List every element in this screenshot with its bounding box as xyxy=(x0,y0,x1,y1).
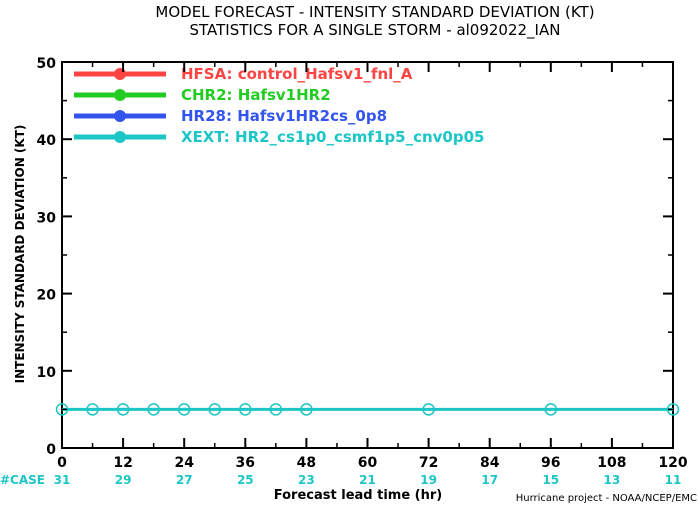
x-tick-label: 0 xyxy=(57,455,67,471)
y-tick-label: 40 xyxy=(37,133,57,149)
y-axis-label: INTENSITY STANDARD DEVIATION (KT) xyxy=(13,125,27,384)
series-point xyxy=(239,403,252,416)
series-point xyxy=(269,403,283,416)
y-tick-label: 10 xyxy=(37,365,57,381)
legend-label: HR28: Hafsv1HR2cs_0p8 xyxy=(181,107,387,125)
x-tick-label: 12 xyxy=(113,455,132,471)
y-tick-label: 0 xyxy=(46,442,56,458)
y-tick-label: 50 xyxy=(37,56,57,72)
x-tick-label: 48 xyxy=(297,455,316,471)
x-tick-label: 36 xyxy=(236,455,255,471)
series-point xyxy=(116,403,130,416)
series-point xyxy=(666,403,680,416)
legend-marker xyxy=(114,110,126,122)
case-count: 13 xyxy=(604,473,621,487)
series-point xyxy=(300,403,313,416)
case-count: 15 xyxy=(542,473,559,487)
case-count: 21 xyxy=(359,473,376,487)
chart-subtitle: STATISTICS FOR A SINGLE STORM - al092022… xyxy=(190,21,561,40)
case-count: 17 xyxy=(481,473,498,487)
x-tick-label: 84 xyxy=(480,455,500,471)
series-point xyxy=(177,403,191,416)
x-tick-label: 24 xyxy=(174,455,194,471)
legend-label: CHR2: Hafsv1HR2 xyxy=(181,86,331,104)
x-tick-label: 108 xyxy=(597,455,626,471)
x-axis-label: Forecast lead time (hr) xyxy=(274,488,442,503)
case-count: 27 xyxy=(176,473,193,487)
legend-marker xyxy=(114,131,126,143)
legend: HFSA: control_Hafsv1_fnl_A CHR2: Hafsv1HR… xyxy=(74,65,484,146)
legend-label: HFSA: control_Hafsv1_fnl_A xyxy=(181,65,413,83)
series-point xyxy=(55,403,69,416)
y-tick-label: 20 xyxy=(37,288,57,304)
case-count: 19 xyxy=(420,473,437,487)
legend-label: XEXT: HR2_cs1p0_csmf1p5_cnv0p05 xyxy=(181,128,484,146)
case-count: 29 xyxy=(115,473,132,487)
series-point xyxy=(422,403,435,416)
case-count: 23 xyxy=(298,473,315,487)
credit-text: Hurricane project - NOAA/NCEP/EMC xyxy=(516,493,697,504)
y-tick-label: 30 xyxy=(37,210,57,226)
cases-label: #CASE xyxy=(0,473,45,487)
case-count: 31 xyxy=(54,473,71,487)
x-tick-label: 120 xyxy=(658,455,687,471)
series-point xyxy=(208,403,221,416)
chart-title: MODEL FORECAST - INTENSITY STANDARD DEVI… xyxy=(155,3,594,21)
x-tick-label: 96 xyxy=(541,455,560,471)
case-count: 25 xyxy=(237,473,254,487)
series-point xyxy=(147,403,160,416)
axis-ticks: 0 12 24 36 48 60 72 84 96 108 120 0 10 20 30 40 50 31 29 27… xyxy=(37,56,688,487)
series-layer xyxy=(55,403,680,416)
case-count: 11 xyxy=(665,473,682,487)
x-tick-label: 60 xyxy=(358,455,378,471)
x-tick-label: 72 xyxy=(419,455,438,471)
series-point xyxy=(86,403,99,416)
series-point xyxy=(544,403,558,416)
legend-marker xyxy=(114,89,126,101)
